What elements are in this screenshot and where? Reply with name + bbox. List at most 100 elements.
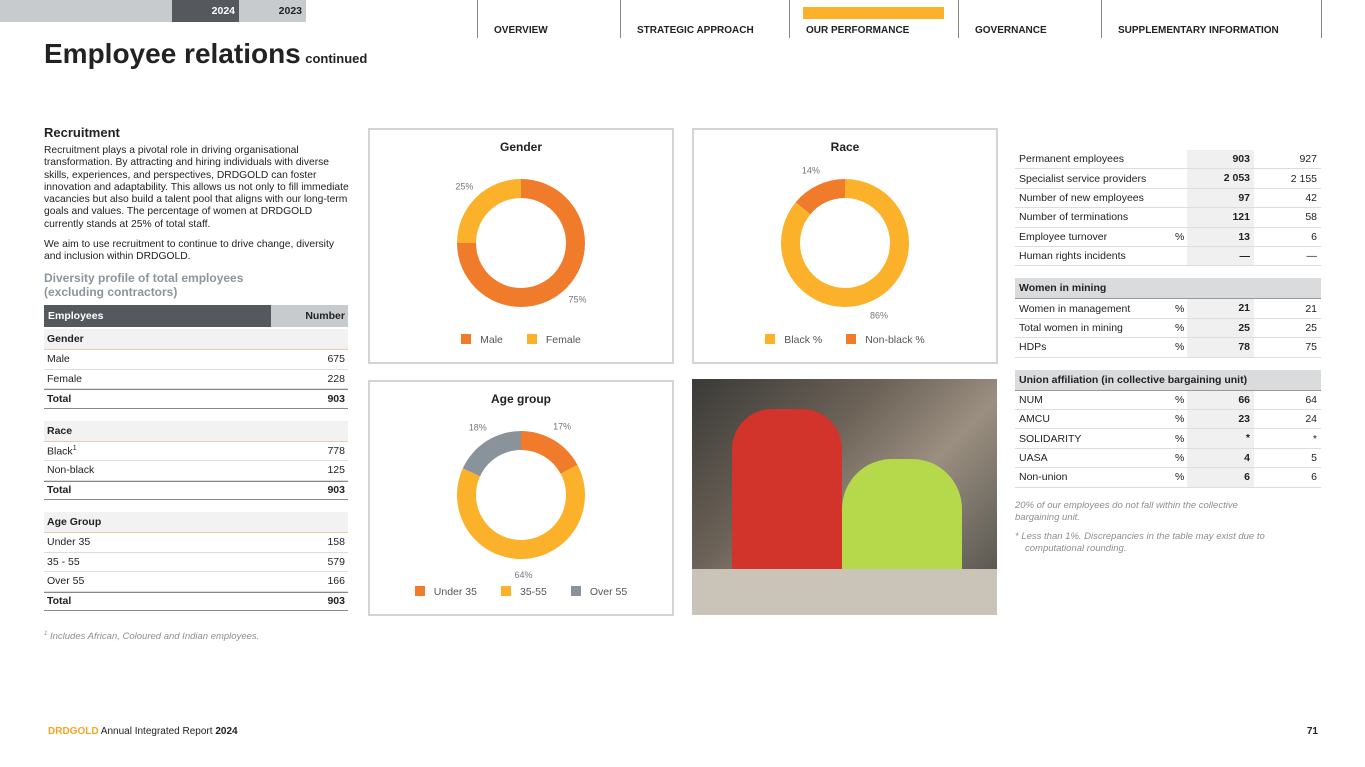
legend: Black % Non-black % (694, 334, 996, 346)
photo (692, 379, 997, 615)
legend-item: 35-55 (500, 586, 547, 598)
legend-item: Female (526, 334, 581, 346)
row-label-text: Female (47, 372, 83, 385)
legend-label: Over 55 (589, 586, 628, 598)
table-row: Over 55 166 (44, 572, 348, 592)
donut-segment (457, 464, 585, 559)
legend-label: 35-55 (519, 586, 547, 598)
nav-separator (477, 0, 478, 38)
value-2023: 75 (1305, 341, 1317, 354)
value-2023: 927 (1299, 153, 1317, 166)
value-2024: 97 (1187, 188, 1254, 208)
legend-label: Black % (784, 334, 823, 346)
value-2023: 6 (1311, 230, 1317, 243)
row-label: Total (47, 484, 327, 496)
nav-item[interactable]: OVERVIEW (494, 25, 548, 36)
nav-item[interactable]: SUPPLEMENTARY INFORMATION (1118, 25, 1279, 36)
legend-swatch (570, 586, 581, 596)
donut-chart: 86% 14% (781, 166, 909, 320)
value-label: 18% (469, 423, 487, 433)
row-label: Women in management (1019, 302, 1131, 315)
table-header: Employees Number (44, 305, 348, 327)
row-unit: % (1175, 451, 1185, 464)
row-label-text: Total (47, 595, 72, 608)
table-row: Women in management% 21 21 (1015, 299, 1321, 319)
section-row: Gender (44, 329, 348, 350)
row-unit: % (1175, 302, 1185, 315)
legend-item: Non-black % (846, 334, 925, 346)
footer-year: 2024 (215, 726, 238, 737)
value-label: 25% (455, 181, 473, 191)
photo-table (692, 569, 997, 615)
row-value: 903 (327, 484, 345, 497)
table-row: AMCU% 23 24 (1015, 410, 1321, 430)
table-row: Non-black 125 (44, 461, 348, 481)
value-label: 64% (515, 570, 533, 580)
donut-segment (457, 179, 585, 307)
section-row: Women in mining (1015, 278, 1321, 300)
section-title: Union affiliation (in collective bargain… (1019, 373, 1248, 386)
table-header: 2024 2023 (0, 0, 306, 22)
footer: DRDGOLD Annual Integrated Report 2024 (48, 726, 238, 737)
legend-swatch (414, 586, 425, 596)
section-title: Women in mining (1019, 282, 1107, 295)
row-label: Number of terminations (1019, 211, 1129, 224)
table-row: Permanent employees 903 927 (1015, 150, 1321, 170)
chart-title: Gender (499, 140, 542, 154)
table-row: Specialist service providers 2 053 2 155 (1015, 169, 1321, 189)
legend: Under 35 35-55 Over 55 (370, 586, 672, 598)
value-2023: 64 (1305, 393, 1317, 406)
value-2023: 21 (1305, 302, 1317, 315)
value-2023: * (1312, 432, 1317, 445)
value-2024: 66 (1187, 390, 1254, 409)
value-2023: 24 (1305, 413, 1317, 426)
row-label: HDPs (1019, 341, 1047, 354)
row-unit: % (1175, 471, 1185, 484)
nav-separator (1101, 0, 1102, 38)
value-2023: — (1306, 250, 1318, 263)
row-label: Male (47, 353, 327, 365)
table-heading: Diversity profile of total employees (ex… (44, 271, 244, 299)
section-title: Age Group (47, 516, 102, 528)
nav-separator (789, 0, 790, 38)
value-label: 14% (802, 166, 820, 176)
legend-swatch (846, 334, 857, 344)
legend-label: Female (545, 334, 581, 346)
section-heading: Recruitment (44, 125, 120, 140)
row-label: Under 35 (47, 536, 327, 548)
table-row: Male 675 (44, 350, 348, 370)
value-2024: * (1187, 429, 1254, 448)
column-header: 2023 (278, 5, 302, 17)
table-row: SOLIDARITY% * * (1015, 429, 1321, 449)
photo-figure (732, 409, 842, 579)
page-title-suffix: continued (305, 51, 368, 66)
legend-swatch (500, 586, 511, 596)
row-label: Non-black (47, 464, 327, 476)
table-note: 20% of our employees do not fall within … (1015, 499, 1238, 523)
nav-item[interactable]: STRATEGIC APPROACH (637, 25, 754, 36)
value-2023: 5 (1311, 451, 1317, 464)
legend-swatch (461, 334, 472, 344)
paragraph: We aim to use recruitment to continue to… (44, 239, 334, 263)
chart-panel: Race 86% 14% Black % Non-black % (692, 128, 998, 364)
nav-item[interactable]: OUR PERFORMANCE (806, 25, 910, 36)
table-row: NUM% 66 64 (1015, 390, 1321, 410)
footnote-marker: 1 (44, 631, 48, 637)
donut-chart: 75% 25% (455, 179, 587, 307)
chart-panel: Gender 75% 25% Male Female (368, 128, 674, 364)
chart-panel: Age group 17% 64% 18% Under 35 35-55 Over 55 (368, 380, 674, 616)
row-label-text: Total (47, 392, 72, 405)
nav-separator (1321, 0, 1322, 38)
donut-segment (521, 431, 578, 474)
value-2024: 78 (1187, 338, 1254, 357)
row-unit: % (1175, 230, 1185, 243)
legend-item: Over 55 (570, 586, 628, 598)
row-value: 903 (327, 595, 345, 608)
row-label: Over 55 (47, 575, 327, 587)
row-label: Female (47, 373, 327, 385)
nav-item[interactable]: GOVERNANCE (975, 25, 1047, 36)
chart-title: Age group (491, 392, 551, 406)
table-row: Number of terminations 121 58 (1015, 208, 1321, 228)
row-label: Employee turnover (1019, 230, 1108, 243)
row-label-text: Total (47, 484, 72, 497)
